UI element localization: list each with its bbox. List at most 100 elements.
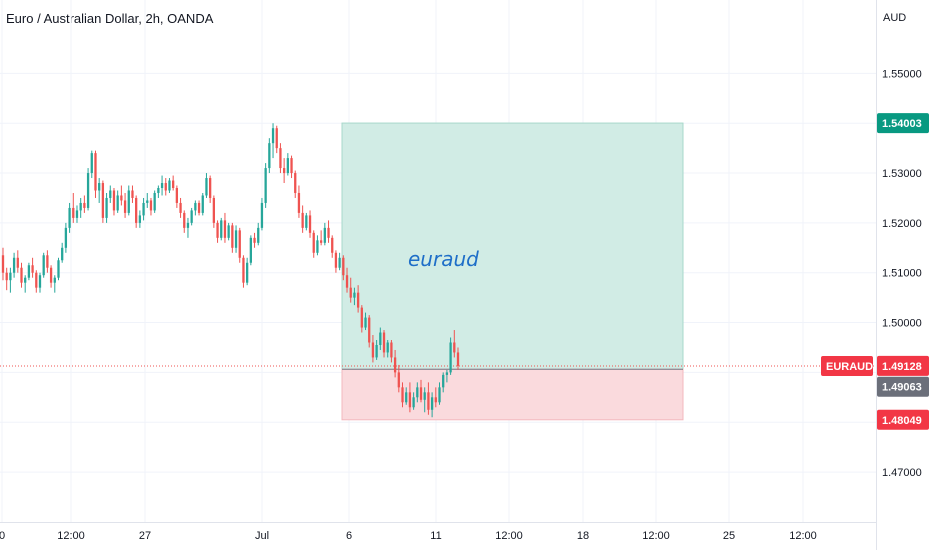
position-label: euraud: [408, 247, 479, 271]
candle-body: [53, 277, 56, 283]
candle-body: [61, 247, 64, 261]
candle-body: [64, 227, 68, 248]
candle-body: [294, 173, 297, 193]
candle-body: [245, 262, 249, 283]
price-tick-label: 1.52000: [882, 218, 922, 230]
candle-body: [179, 202, 182, 213]
target-price-label-bg: [877, 113, 929, 134]
currency-label: AUD: [883, 12, 906, 24]
time-axis[interactable]: 0 12:00 27 Jul 6 11 12:00 18 12:00 25 12:00: [0, 530, 817, 542]
candle-body: [390, 342, 393, 358]
candle-body: [20, 267, 23, 283]
candle-body: [401, 387, 404, 403]
candle-body: [382, 332, 386, 353]
candle-body: [449, 342, 452, 373]
candle-body: [438, 387, 441, 403]
candle-body: [323, 227, 326, 243]
candle-body: [327, 227, 330, 238]
candle-body: [216, 222, 219, 238]
candle-body: [123, 200, 127, 213]
candle-body: [109, 190, 112, 198]
candle-body: [175, 188, 179, 203]
stop-price-label-bg: [877, 409, 929, 430]
candle-body: [153, 192, 156, 211]
candle-body: [319, 240, 323, 243]
candle-body: [142, 202, 145, 216]
candle-body: [57, 260, 60, 278]
candle-body: [386, 342, 389, 353]
time-tick-label: 18: [577, 530, 589, 542]
candle-body: [268, 143, 271, 169]
candle-body: [371, 342, 375, 358]
chart-title: Euro / Australian Dollar, 2h, OANDA: [6, 11, 214, 26]
loss-zone[interactable]: [341, 368, 684, 421]
candle-body: [271, 128, 275, 144]
candle-body: [146, 200, 149, 203]
candle-body: [112, 190, 116, 211]
candle-body: [168, 180, 171, 191]
candle-body: [264, 168, 267, 203]
candle-body: [49, 267, 53, 283]
candle-body: [94, 153, 97, 191]
candle-body: [257, 227, 260, 243]
time-tick-label: 12:00: [789, 530, 817, 542]
entry-price-label: 1.49063: [882, 382, 922, 394]
candle-body: [353, 292, 356, 298]
candle-body: [116, 195, 119, 211]
candle-body: [360, 307, 363, 328]
candle-body: [201, 195, 204, 213]
symbol-label-bg: [821, 356, 873, 377]
stop-price-label: 1.48049: [882, 415, 922, 427]
time-tick-label: 11: [430, 530, 441, 542]
candle-body: [356, 292, 360, 308]
candle-body: [149, 200, 153, 211]
price-axis[interactable]: 1.55000 1.53000 1.52000 1.51000 1.50000 1.470…: [882, 68, 922, 479]
last-price-label: 1.49128: [882, 361, 922, 373]
candle-body: [46, 255, 49, 268]
candle-body: [453, 342, 456, 353]
candle-body: [1, 255, 5, 273]
candle-body: [138, 215, 142, 223]
candle-body: [194, 202, 197, 211]
candle-body: [375, 344, 378, 358]
candle-body: [331, 237, 334, 253]
candle-body: [368, 317, 371, 343]
position-zone[interactable]: [341, 122, 684, 421]
candle-body: [345, 275, 349, 288]
last-price-label-bg: [877, 355, 929, 376]
candle-body: [305, 215, 308, 228]
symbol-label: EURAUD: [826, 361, 873, 373]
candle-body: [445, 372, 449, 375]
candle-body: [220, 220, 223, 238]
target-price-label: 1.54003: [882, 118, 922, 130]
price-tick-label: 1.50000: [882, 318, 922, 330]
candle-body: [27, 265, 31, 278]
candle-body: [397, 372, 400, 388]
candle-body: [42, 255, 45, 276]
candle-body: [260, 202, 264, 228]
time-tick-label: 12:00: [57, 530, 85, 542]
candle-body: [379, 332, 382, 345]
candle-body: [419, 387, 423, 400]
candle-body: [197, 202, 201, 213]
candle-body: [393, 357, 397, 373]
candle-body: [227, 225, 230, 238]
candle-body: [5, 272, 8, 281]
candle-body: [405, 392, 408, 403]
candle-body: [186, 222, 190, 228]
price-tick-label: 1.53000: [882, 168, 922, 180]
candle-body: [35, 272, 38, 288]
candle-body: [342, 257, 345, 276]
candle-body: [68, 207, 71, 228]
candle-body: [83, 202, 86, 208]
candle-body: [24, 277, 27, 283]
candle-body: [12, 257, 16, 273]
candle-body: [205, 178, 208, 196]
candle-body: [316, 240, 319, 253]
candle-body: [183, 212, 186, 228]
candle-body: [164, 183, 167, 191]
candle-body: [101, 183, 105, 218]
profit-zone[interactable]: [341, 122, 684, 370]
candle-body: [90, 153, 93, 174]
